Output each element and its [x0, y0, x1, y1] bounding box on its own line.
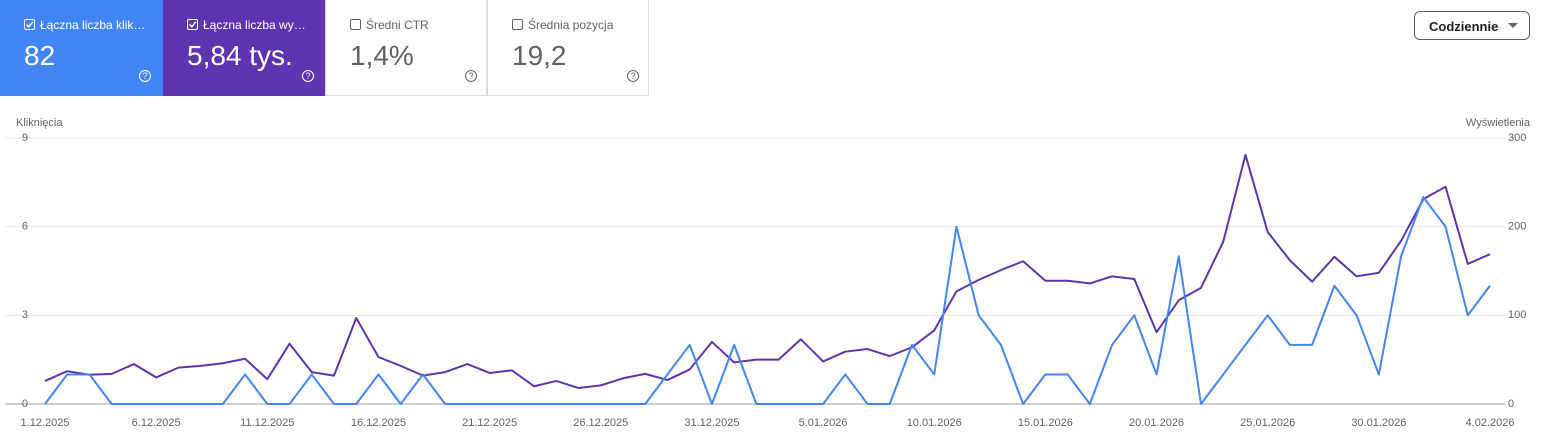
x-tick-label: 6.12.2025	[132, 417, 181, 429]
x-tick-label: 31.12.2025	[684, 417, 739, 429]
metric-card[interactable]: Łączna liczba klik… 82?	[0, 0, 163, 96]
y2-tick-label: 200	[1508, 221, 1526, 233]
y-tick-label: 3	[22, 309, 28, 321]
x-tick-label: 21.12.2025	[462, 417, 517, 429]
checkbox	[512, 19, 523, 30]
y2-tick-label: 100	[1508, 309, 1526, 321]
series-line	[44, 196, 1491, 405]
x-tick-label: 20.01.2026	[1129, 417, 1184, 429]
series-line	[44, 153, 1491, 390]
y-tick-label: 6	[22, 221, 28, 233]
x-tick-label: 5.01.2026	[799, 417, 848, 429]
checkbox	[187, 19, 198, 30]
card-value: 19,2	[512, 40, 567, 71]
x-tick-label: 30.01.2026	[1351, 417, 1406, 429]
checkbox	[350, 19, 361, 30]
card-value: 5,84 tys.	[187, 40, 293, 71]
x-tick-label: 16.12.2025	[351, 417, 406, 429]
y2-axis-title: Wyświetlenia	[1466, 117, 1531, 129]
period-dropdown[interactable]: Codziennie	[1414, 11, 1530, 40]
x-tick-label: 10.01.2026	[907, 417, 962, 429]
y-tick-label: 9	[22, 132, 28, 144]
card-value: 1,4%	[350, 40, 414, 71]
help-icon: ?	[465, 70, 477, 82]
checkbox	[24, 19, 35, 30]
card-value: 82	[24, 40, 56, 71]
help-icon: ?	[139, 70, 151, 82]
x-tick-label: 15.01.2026	[1018, 417, 1073, 429]
help-icon: ?	[627, 70, 639, 82]
y-axis-title: Kliknięcia	[16, 117, 63, 129]
card-label: Łączna liczba wy…	[203, 18, 306, 32]
x-tick-label: 26.12.2025	[573, 417, 628, 429]
metric-card[interactable]: Średni CTR 1,4%?	[325, 0, 487, 96]
card-label: Średni CTR	[366, 18, 429, 32]
x-tick-label: 1.12.2025	[21, 417, 70, 429]
x-tick-label: 4.02.2026	[1466, 417, 1515, 429]
y-tick-label: 0	[22, 398, 28, 410]
y2-tick-label: 0	[1508, 398, 1514, 410]
help-icon: ?	[302, 70, 314, 82]
x-tick-label: 11.12.2025	[240, 417, 294, 429]
dropdown-caret	[1508, 23, 1518, 28]
card-label: Łączna liczba klik…	[40, 18, 146, 32]
dropdown-label: Codziennie	[1429, 19, 1499, 34]
x-tick-label: 25.01.2026	[1240, 417, 1295, 429]
y2-tick-label: 300	[1508, 132, 1526, 144]
metric-card[interactable]: Łączna liczba wy… 5,84 tys.?	[163, 0, 325, 96]
metric-card[interactable]: Średnia pozycja 19,2?	[487, 0, 649, 96]
card-label: Średnia pozycja	[528, 18, 614, 32]
